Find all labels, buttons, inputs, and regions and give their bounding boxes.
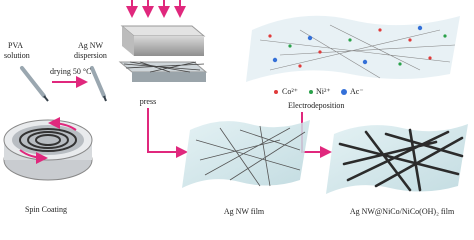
label: Ni²⁺ [316, 87, 331, 96]
label: solution [4, 51, 30, 60]
label: Ag NW film [224, 207, 265, 216]
electrolyte [246, 15, 460, 95]
arrow [147, 108, 188, 158]
spin-dish [3, 117, 93, 181]
label: press [140, 97, 156, 106]
diagram: PVA solution Ag NW dispersion drying 50 … [3, 0, 468, 216]
label: Ag NW@NiCo/NiCo(OH)₂ film [350, 207, 455, 216]
ag-nw-film [182, 120, 310, 188]
label: Ac⁻ [350, 87, 364, 96]
label: Co²⁺ [282, 87, 298, 96]
label: Spin Coating [25, 205, 67, 214]
page: {"nodes": [ {"label": "PVA"}, {"label": … [3, 0, 468, 216]
label: dispersion [74, 51, 107, 60]
label: drying 50 °C [50, 67, 91, 76]
label: Electrodeposition [288, 101, 344, 110]
composite-film [326, 124, 468, 194]
press [118, 0, 208, 82]
pipettes [20, 66, 107, 102]
label: PVA [8, 41, 23, 50]
label: Ag NW [78, 41, 104, 50]
